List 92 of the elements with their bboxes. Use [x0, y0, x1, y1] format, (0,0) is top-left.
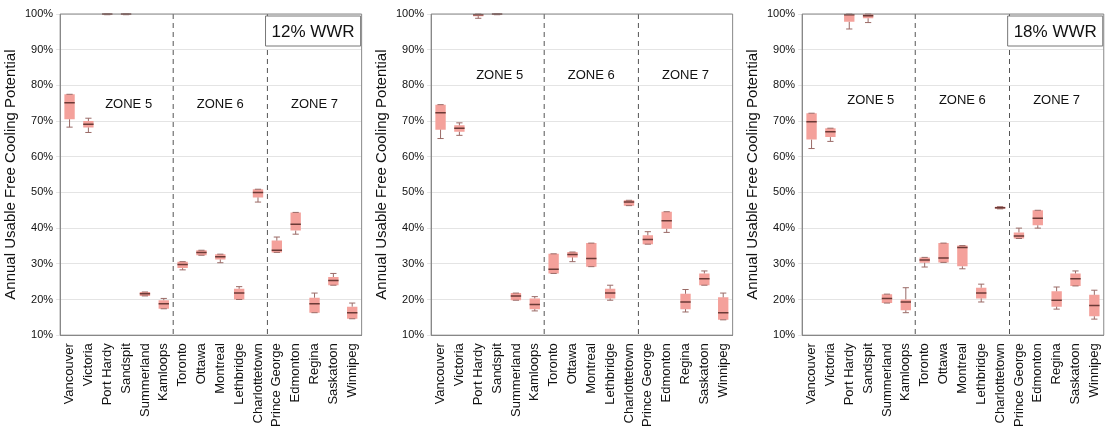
- y-tick-label: 80%: [402, 78, 425, 91]
- x-tick-label: Vancouver: [803, 342, 819, 405]
- x-tick-label: Edmonton: [1029, 343, 1045, 403]
- annotation: ZONE 7: [662, 66, 710, 82]
- x-tick-label: Kamloops: [155, 342, 171, 401]
- x-tick-label: Regina: [677, 342, 693, 385]
- x-tick-label: Lethbridge: [601, 343, 617, 405]
- y-tick-label: 40%: [402, 221, 425, 234]
- y-tick-label: 50%: [31, 185, 54, 198]
- x-tick-label: Port Hardy: [98, 342, 114, 406]
- y-tick-label: 30%: [31, 256, 54, 269]
- x-tick-label: Victoria: [450, 342, 466, 387]
- x-tick-label: Toronto: [545, 343, 561, 387]
- x-tick-label: Ottawa: [564, 342, 580, 385]
- y-tick-label: 100%: [395, 7, 425, 20]
- x-tick-label: Montreal: [582, 343, 598, 394]
- x-tick-label: Lethbridge: [972, 343, 988, 405]
- x-tick-label: Saskatoon: [324, 343, 340, 405]
- y-axis-title: Annual Usable Free Cooling Potential: [1, 49, 19, 300]
- x-tick-label: Summerland: [507, 343, 523, 417]
- y-tick-label: 40%: [773, 221, 796, 234]
- y-tick-label: 90%: [402, 42, 425, 55]
- y-tick-label: 60%: [773, 149, 796, 162]
- x-tick-label: Toronto: [916, 343, 932, 387]
- y-tick-label: 20%: [773, 292, 796, 305]
- x-tick-label: Victoria: [821, 342, 837, 387]
- y-tick-label: 100%: [766, 7, 796, 20]
- x-tick-label: Charlottetown: [620, 343, 636, 424]
- x-tick-label: Saskatoon: [695, 343, 711, 405]
- x-tick-label: Charlottetown: [249, 343, 265, 424]
- x-tick-label: Port Hardy: [840, 342, 856, 406]
- x-tick-label: Toronto: [174, 343, 190, 387]
- x-tick-label: Edmonton: [287, 343, 303, 403]
- y-tick-label: 40%: [31, 221, 54, 234]
- y-tick-label: 60%: [402, 149, 425, 162]
- y-tick-label: 70%: [773, 114, 796, 127]
- x-tick-label: Kamloops: [526, 342, 542, 401]
- x-tick-label: Winnipeg: [714, 343, 730, 398]
- y-tick-label: 80%: [31, 78, 54, 91]
- x-tick-label: Sandspit: [859, 342, 875, 394]
- annotation: ZONE 7: [291, 95, 339, 111]
- x-tick-label: Vancouver: [432, 342, 448, 405]
- x-tick-label: Summerland: [136, 343, 152, 417]
- y-tick-label: 90%: [31, 42, 54, 55]
- y-tick-label: 100%: [24, 7, 54, 20]
- text: 18% WWR: [1013, 21, 1097, 41]
- x-tick-label: Winnipeg: [1085, 343, 1101, 398]
- x-tick-label: Summerland: [878, 343, 894, 417]
- x-tick-label: Saskatoon: [1067, 343, 1083, 405]
- x-tick-label: Vancouver: [61, 342, 77, 405]
- annotation: ZONE 6: [567, 66, 615, 82]
- y-tick-label: 10%: [402, 328, 425, 341]
- x-tick-label: Prince George: [268, 343, 284, 428]
- y-axis-title: Annual Usable Free Cooling Potential: [743, 49, 761, 300]
- y-tick-label: 80%: [773, 78, 796, 91]
- x-tick-label: Edmonton: [658, 343, 674, 403]
- y-tick-label: 50%: [773, 185, 796, 198]
- x-tick-label: Ottawa: [935, 342, 951, 385]
- x-tick-label: Port Hardy: [469, 342, 485, 406]
- x-tick-label: Victoria: [79, 342, 95, 387]
- x-tick-label: Prince George: [639, 343, 655, 428]
- annotation: ZONE 7: [1033, 92, 1081, 108]
- y-tick-label: 10%: [773, 328, 796, 341]
- y-tick-label: 70%: [402, 114, 425, 127]
- x-tick-label: Ottawa: [193, 342, 209, 385]
- x-tick-label: Sandspit: [117, 342, 133, 394]
- x-tick-label: Winnipeg: [343, 343, 359, 398]
- x-tick-label: Lethbridge: [230, 343, 246, 405]
- annotation: ZONE 6: [196, 95, 244, 111]
- x-tick-label: Regina: [1048, 342, 1064, 385]
- y-axis-title: Annual Usable Free Cooling Potential: [372, 49, 390, 300]
- y-tick-label: 90%: [773, 42, 796, 55]
- y-tick-label: 20%: [402, 292, 425, 305]
- x-tick-label: Kamloops: [897, 342, 913, 401]
- annotation: ZONE 5: [105, 95, 153, 111]
- y-tick-label: 50%: [402, 185, 425, 198]
- y-tick-label: 30%: [402, 256, 425, 269]
- y-tick-label: 20%: [31, 292, 54, 305]
- text: 12% WWR: [271, 21, 355, 41]
- x-tick-label: Prince George: [1010, 343, 1026, 428]
- y-tick-label: 30%: [773, 256, 796, 269]
- annotation: ZONE 6: [938, 92, 986, 108]
- y-tick-label: 10%: [31, 328, 54, 341]
- x-tick-label: Montreal: [211, 343, 227, 394]
- x-tick-label: Montreal: [953, 343, 969, 394]
- annotation: ZONE 5: [847, 92, 895, 108]
- x-tick-label: Sandspit: [488, 342, 504, 394]
- y-tick-label: 70%: [31, 114, 54, 127]
- x-tick-label: Regina: [306, 342, 322, 385]
- y-tick-label: 60%: [31, 149, 54, 162]
- annotation: ZONE 5: [476, 66, 524, 82]
- x-tick-label: Charlottetown: [991, 343, 1007, 424]
